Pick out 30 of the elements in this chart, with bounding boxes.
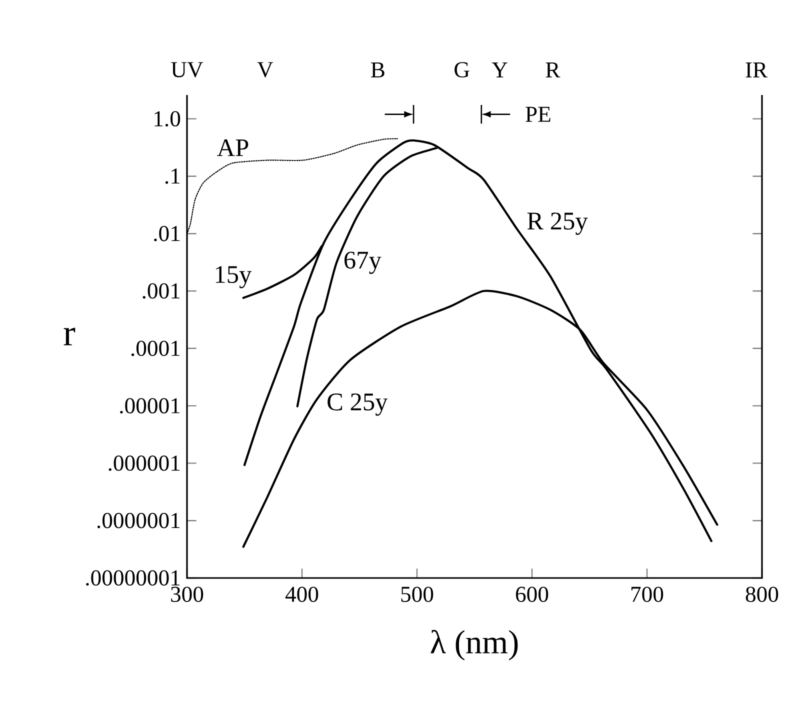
text: V: [257, 62, 274, 78]
x-tick-label: 400: [285, 586, 318, 602]
y-axis-title: r: [64, 328, 76, 346]
y-tick-label: .000001: [108, 455, 180, 471]
y-tick-label: .01: [154, 226, 180, 242]
x-tick-label: 300: [171, 586, 204, 602]
y-tick-label: .1: [165, 168, 180, 184]
series-label: C 25y: [328, 393, 388, 416]
x-tick-label: 700: [631, 586, 664, 602]
y-tick-label: .00000001: [86, 570, 180, 586]
y-tick-label: .0001: [131, 340, 180, 356]
x-tick-label: 500: [401, 586, 434, 602]
annotation: PE: [526, 106, 550, 122]
text: IR: [746, 62, 768, 78]
x-tick-label: 800: [746, 586, 778, 602]
text: G: [454, 62, 470, 78]
y-tick-label: .00001: [120, 398, 180, 414]
series-label: 15y: [216, 266, 252, 288]
series-label: 67y: [344, 252, 382, 274]
series-label: AP: [217, 139, 248, 156]
text: UV: [171, 62, 204, 78]
x-tick-label: 600: [516, 586, 548, 602]
series-label: R 25y: [527, 212, 588, 235]
y-tick-label: .0000001: [97, 512, 180, 528]
text: R: [546, 62, 560, 78]
x-axis-title: λ (nm): [430, 630, 518, 660]
y-tick-label: 1.0: [154, 111, 180, 127]
text: B: [370, 62, 384, 78]
y-tick-label: .001: [142, 283, 180, 299]
text: Y: [492, 62, 508, 78]
